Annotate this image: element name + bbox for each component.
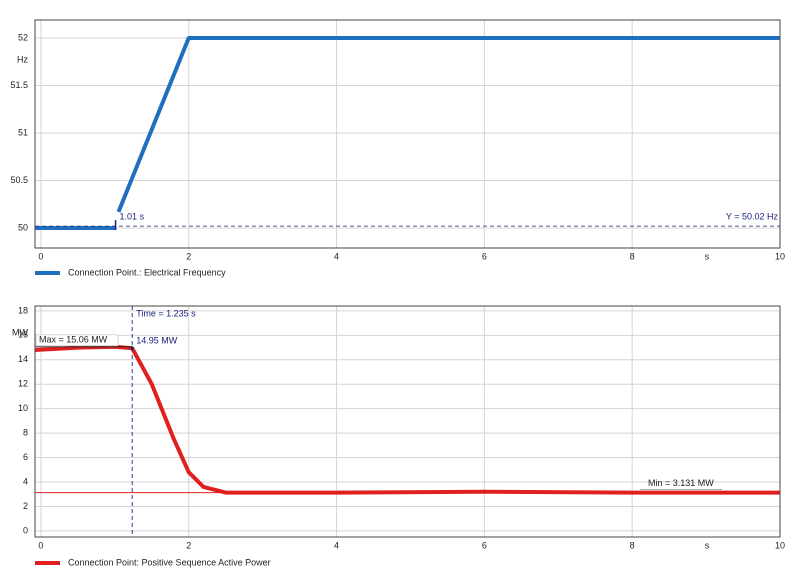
x-tick-label: 2 <box>186 251 191 261</box>
x-tick-label: 10 <box>775 540 785 550</box>
series-line <box>34 344 780 495</box>
y-tick-label: 6 <box>23 452 28 462</box>
y-tick-label: 8 <box>23 427 28 437</box>
y-tick-label: 50 <box>18 222 28 232</box>
cursor-y-label: Y = 50.02 Hz <box>726 212 779 222</box>
x-unit: s <box>705 251 710 261</box>
x-tick-label: 8 <box>630 251 635 261</box>
y-tick-label: 51.5 <box>10 80 28 90</box>
y-tick-label: 14 <box>18 354 28 364</box>
plot-frame <box>34 19 781 249</box>
x-tick-label: 8 <box>630 540 635 550</box>
max-label: Max = 15.06 MW <box>39 335 108 345</box>
y-tick-label: 10 <box>18 403 28 413</box>
cursor-x-label: 1.01 s <box>120 212 145 222</box>
legend-label: Connection Point: Positive Sequence Acti… <box>68 557 271 567</box>
max-box <box>35 334 119 347</box>
y-unit: Hz <box>17 54 28 64</box>
y-tick-label: 16 <box>18 330 28 340</box>
y-tick-label: 18 <box>18 305 28 315</box>
y-tick-label: 2 <box>23 501 28 511</box>
x-tick-label: 0 <box>38 540 43 550</box>
series-line <box>35 36 780 230</box>
cursor-point <box>130 346 134 350</box>
x-tick-label: 2 <box>186 540 191 550</box>
legend-label: Connection Point.: Electrical Frequency <box>68 267 226 277</box>
x-tick-label: 6 <box>482 540 487 550</box>
min-label: Min = 3.131 MW <box>648 478 714 488</box>
y-tick-label: 51 <box>18 127 28 137</box>
x-tick-label: 6 <box>482 251 487 261</box>
plot-frame <box>34 305 781 538</box>
x-tick-label: 4 <box>334 251 339 261</box>
y-tick-label: 0 <box>23 525 28 535</box>
y-tick-label: 4 <box>23 476 28 486</box>
y-tick-label: 50.5 <box>10 175 28 185</box>
x-tick-label: 4 <box>334 540 339 550</box>
x-tick-label: 10 <box>775 251 785 261</box>
y-tick-label: 52 <box>18 32 28 42</box>
cursor-x-label: Time = 1.235 s <box>136 308 196 318</box>
cursor-y-label: 14.95 MW <box>136 336 178 346</box>
x-unit: s <box>705 540 710 550</box>
y-tick-label: 12 <box>18 379 28 389</box>
x-tick-label: 0 <box>38 251 43 261</box>
y-unit: MW <box>12 327 28 337</box>
